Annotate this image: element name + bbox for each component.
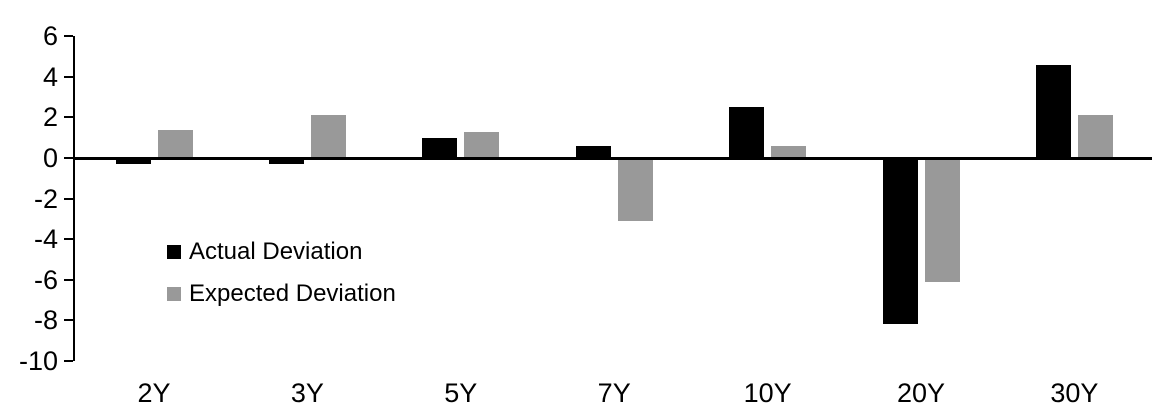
bar-actual-deviation-7y [575,145,611,158]
legend-label-actual-deviation: Actual Deviation [189,237,363,265]
y-tick-label: 4 [42,61,58,92]
x-tick-label-5y: 5Y [444,378,478,408]
y-tick-mark [64,319,73,322]
bar-expected-deviation-10y [771,145,807,158]
bar-expected-deviation-5y [464,131,500,158]
bar-actual-deviation-3y [268,158,304,165]
bar-actual-deviation-20y [882,158,918,325]
chart-legend: Actual Deviation Expected Deviation [167,238,396,307]
y-tick-label: -6 [33,264,58,295]
x-axis-zero-line [73,157,1152,160]
bar-actual-deviation-30y [1035,64,1071,158]
y-tick-mark [64,238,73,241]
y-tick-label: 6 [42,21,58,52]
x-tick-label-7y: 7Y [597,378,631,408]
bar-expected-deviation-20y [924,158,960,282]
y-tick-label: -2 [33,183,58,214]
bar-expected-deviation-2y [157,129,193,158]
bar-actual-deviation-2y [115,158,151,165]
bar-expected-deviation-30y [1077,115,1113,158]
y-tick-mark [64,360,73,362]
x-tick-label-2y: 2Y [137,378,171,408]
x-tick-label-20y: 20Y [896,378,946,408]
bar-expected-deviation-7y [617,158,653,221]
y-tick-label: 0 [42,143,58,173]
y-tick-mark [64,116,73,119]
legend-label-expected-deviation: Expected Deviation [189,279,396,307]
legend-item-actual-deviation: Actual Deviation [167,238,396,265]
y-tick-label: 2 [42,102,58,133]
bar-expected-deviation-3y [310,115,346,158]
y-tick-mark [64,278,73,281]
legend-item-expected-deviation: Expected Deviation [167,280,396,307]
y-tick-mark [64,157,73,159]
y-tick-label: -10 [18,346,58,376]
y-tick-mark [64,197,73,200]
bar-actual-deviation-10y [729,107,765,158]
y-tick-label: -4 [33,224,58,255]
y-tick-mark [64,35,73,38]
bar-actual-deviation-5y [422,137,458,158]
y-tick-label: -8 [33,305,58,336]
legend-swatch-expected-icon [167,286,181,301]
legend-swatch-actual-icon [167,244,181,259]
x-tick-label-30y: 30Y [1050,378,1099,408]
x-tick-label-10y: 10Y [743,378,792,408]
y-axis-line [73,36,75,361]
x-tick-label-3y: 3Y [290,378,324,408]
y-tick-mark [64,75,73,78]
